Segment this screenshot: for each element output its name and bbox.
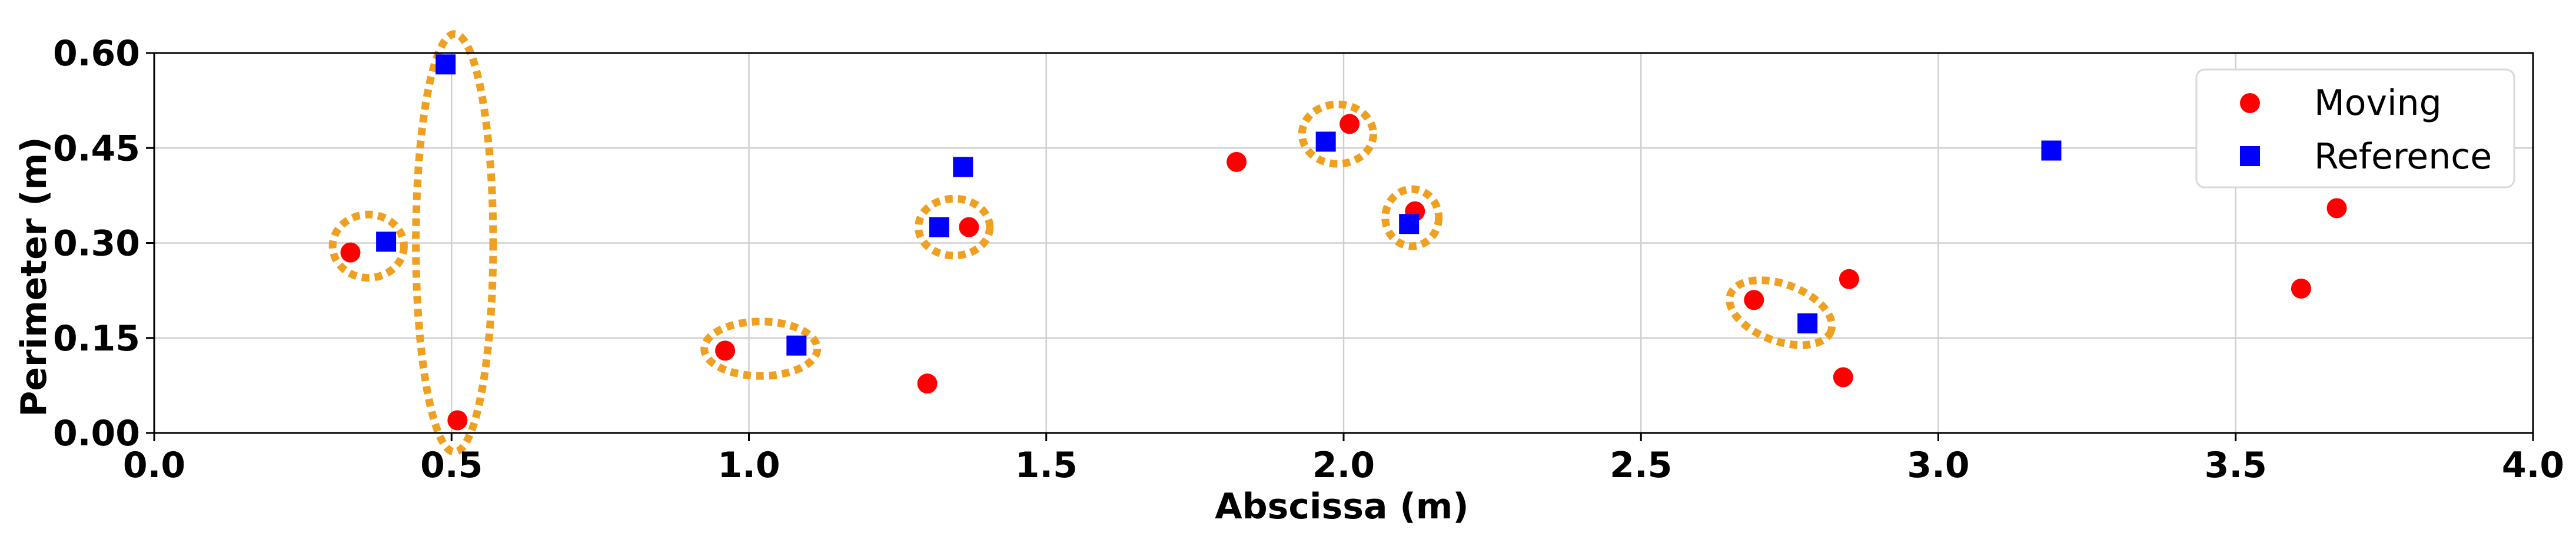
highlight-ellipse xyxy=(1298,100,1378,168)
point-moving xyxy=(2326,198,2347,219)
grid xyxy=(153,52,2534,434)
point-moving xyxy=(340,242,361,263)
point-moving xyxy=(1833,367,1853,388)
highlight-ellipse xyxy=(700,318,822,380)
y-tick-label: 0.00 xyxy=(53,413,140,454)
x-tick-label: 3.0 xyxy=(1907,445,1969,486)
point-moving xyxy=(447,410,468,431)
point-reference xyxy=(376,231,397,252)
point-reference xyxy=(436,54,456,75)
point-moving xyxy=(917,373,938,394)
point-moving xyxy=(959,217,979,237)
highlight-ellipse xyxy=(412,30,497,456)
point-moving xyxy=(1339,114,1360,134)
x-tick-label: 1.5 xyxy=(1015,445,1078,486)
highlight-ellipses xyxy=(328,30,1836,456)
y-tick-label: 0.60 xyxy=(53,33,140,74)
point-moving xyxy=(715,340,736,361)
x-tick-label: 1.0 xyxy=(717,445,780,486)
x-tick-label: 0.0 xyxy=(123,445,185,486)
x-axis-label: Abscissa (m) xyxy=(1215,486,1468,527)
legend-marker-reference xyxy=(2240,146,2260,166)
y-tick-label: 0.45 xyxy=(53,128,140,169)
point-reference xyxy=(1399,214,1420,234)
point-moving xyxy=(2291,278,2311,299)
point-reference xyxy=(2041,140,2062,161)
point-reference xyxy=(953,157,973,177)
highlight-ellipse xyxy=(1726,276,1836,349)
plot-frame xyxy=(153,52,2534,434)
highlight-ellipse xyxy=(1381,185,1443,250)
point-reference xyxy=(929,217,949,237)
point-reference xyxy=(786,335,807,356)
highlight-ellipse xyxy=(328,210,408,282)
legend-marker-moving xyxy=(2240,93,2260,113)
point-moving xyxy=(1744,290,1764,310)
y-tick-label: 0.30 xyxy=(53,223,140,264)
y-tick-label: 0.15 xyxy=(53,318,140,359)
axes: 0.0 0.5 1.0 1.5 2.0 2.5 3.0 3.5 4.0 0.00 0.15 0.30 0… xyxy=(53,33,2564,486)
x-tick-label: 2.5 xyxy=(1610,445,1672,486)
legend-box xyxy=(2195,68,2515,188)
highlight-ellipse xyxy=(914,194,994,260)
x-tick-label: 3.5 xyxy=(2205,445,2267,486)
data-points xyxy=(340,54,2347,431)
x-tick-label: 0.5 xyxy=(420,445,483,486)
legend: Moving Reference xyxy=(2195,68,2515,188)
x-tick-label: 2.0 xyxy=(1312,445,1375,486)
point-moving xyxy=(1226,151,1247,172)
y-axis-label: Perimeter (m) xyxy=(14,137,55,416)
point-moving xyxy=(1839,269,1859,289)
x-tick-label: 4.0 xyxy=(2502,445,2564,486)
point-reference xyxy=(1315,131,1336,152)
legend-label-reference: Reference xyxy=(2314,136,2492,177)
point-reference xyxy=(1797,313,1818,334)
legend-label-moving: Moving xyxy=(2314,82,2442,124)
